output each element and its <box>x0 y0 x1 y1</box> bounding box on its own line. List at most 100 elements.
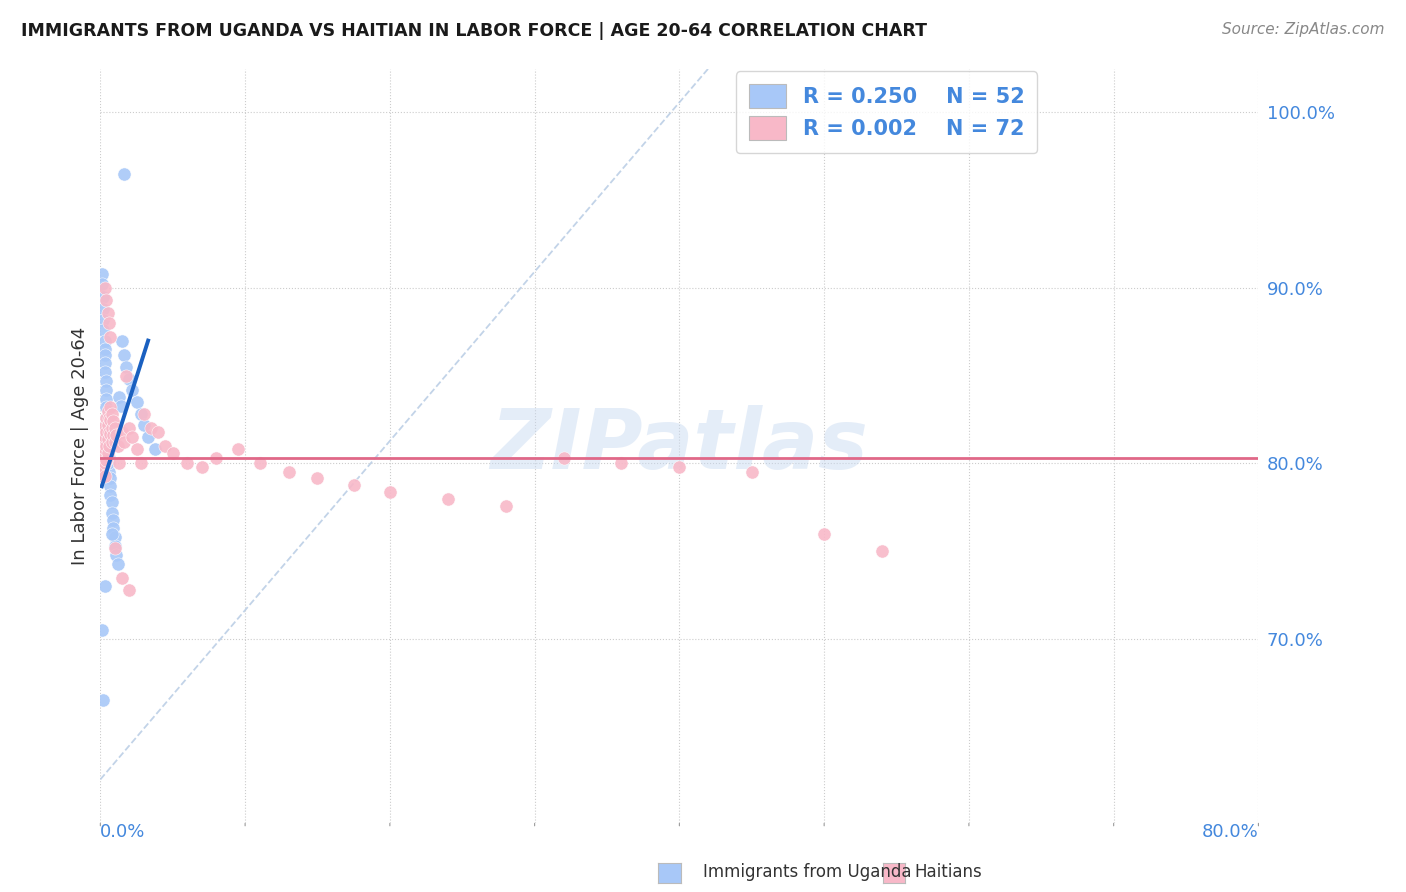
Point <box>108 390 131 404</box>
Point <box>162 446 184 460</box>
Point <box>103 521 125 535</box>
Point <box>105 428 128 442</box>
Point <box>97 426 120 441</box>
Text: Source: ZipAtlas.com: Source: ZipAtlas.com <box>1222 22 1385 37</box>
Point <box>91 323 114 337</box>
Point <box>91 290 114 304</box>
Point <box>115 368 138 383</box>
Point <box>98 410 121 425</box>
Point <box>93 348 115 362</box>
Point <box>94 453 117 467</box>
Point <box>94 401 117 415</box>
Text: ZIPatlas: ZIPatlas <box>491 406 869 486</box>
Point <box>94 374 117 388</box>
Point <box>101 435 124 450</box>
Point <box>104 541 127 555</box>
Point <box>553 451 575 466</box>
Point <box>91 460 114 475</box>
Point <box>108 457 131 471</box>
Point <box>97 417 120 432</box>
Point <box>104 530 127 544</box>
Point <box>90 457 112 471</box>
Point <box>112 348 135 362</box>
Text: 80.0%: 80.0% <box>1202 823 1258 841</box>
Point <box>115 359 138 374</box>
Y-axis label: In Labor Force | Age 20-64: In Labor Force | Age 20-64 <box>72 326 89 565</box>
Point <box>107 557 129 571</box>
Point <box>98 465 121 479</box>
Text: Haitians: Haitians <box>914 863 981 881</box>
Point <box>90 468 112 483</box>
Point <box>111 425 134 439</box>
Point <box>97 409 120 423</box>
Point <box>277 465 299 479</box>
Point <box>91 435 114 450</box>
Point <box>98 457 121 471</box>
Point <box>100 470 122 484</box>
Point <box>98 425 121 439</box>
Text: IMMIGRANTS FROM UGANDA VS HAITIAN IN LABOR FORCE | AGE 20-64 CORRELATION CHART: IMMIGRANTS FROM UGANDA VS HAITIAN IN LAB… <box>21 22 927 40</box>
Point <box>107 439 129 453</box>
Point <box>132 417 155 432</box>
Point <box>103 428 125 442</box>
Point <box>97 446 120 460</box>
Point <box>101 421 124 435</box>
Legend: R = 0.250    N = 52, R = 0.002    N = 72: R = 0.250 N = 52, R = 0.002 N = 72 <box>737 71 1038 153</box>
Point <box>104 421 127 435</box>
Point <box>93 281 115 295</box>
Point <box>103 513 125 527</box>
Point <box>307 470 329 484</box>
Point <box>98 442 121 457</box>
Point <box>93 457 115 471</box>
Point <box>97 435 120 450</box>
Point <box>98 439 121 453</box>
Point <box>813 526 835 541</box>
Point <box>190 460 212 475</box>
Point <box>249 457 271 471</box>
Text: Immigrants from Uganda: Immigrants from Uganda <box>703 863 911 881</box>
Point <box>226 442 249 457</box>
Point <box>98 316 121 330</box>
Point <box>101 506 124 520</box>
Point <box>93 442 115 457</box>
Point <box>129 407 152 421</box>
Point <box>97 457 120 471</box>
Point <box>101 526 124 541</box>
Point <box>121 430 143 444</box>
Point <box>93 579 115 593</box>
Point <box>129 457 152 471</box>
Point <box>98 451 121 466</box>
Point <box>139 421 162 435</box>
Point <box>90 624 112 638</box>
Point <box>91 448 114 462</box>
Point <box>143 442 166 457</box>
Point <box>93 343 115 357</box>
Point <box>100 412 122 426</box>
Point <box>93 334 115 348</box>
Point <box>112 435 135 450</box>
Point <box>436 491 458 506</box>
Point <box>105 548 128 562</box>
Text: 0.0%: 0.0% <box>100 823 146 841</box>
Point <box>91 312 114 326</box>
Point <box>94 293 117 308</box>
Point <box>205 451 228 466</box>
Point <box>100 488 122 502</box>
Point <box>94 410 117 425</box>
Point <box>90 277 112 292</box>
Point <box>870 544 893 558</box>
Point <box>104 539 127 553</box>
Point <box>93 430 115 444</box>
Point <box>100 479 122 493</box>
Point <box>495 499 517 513</box>
Point <box>155 439 177 453</box>
Point <box>91 693 114 707</box>
Point <box>136 430 159 444</box>
Point <box>148 425 170 439</box>
Point <box>97 432 120 446</box>
Point <box>176 457 198 471</box>
Point <box>100 330 122 344</box>
Point <box>111 571 134 585</box>
Point <box>121 383 143 397</box>
Point <box>132 407 155 421</box>
